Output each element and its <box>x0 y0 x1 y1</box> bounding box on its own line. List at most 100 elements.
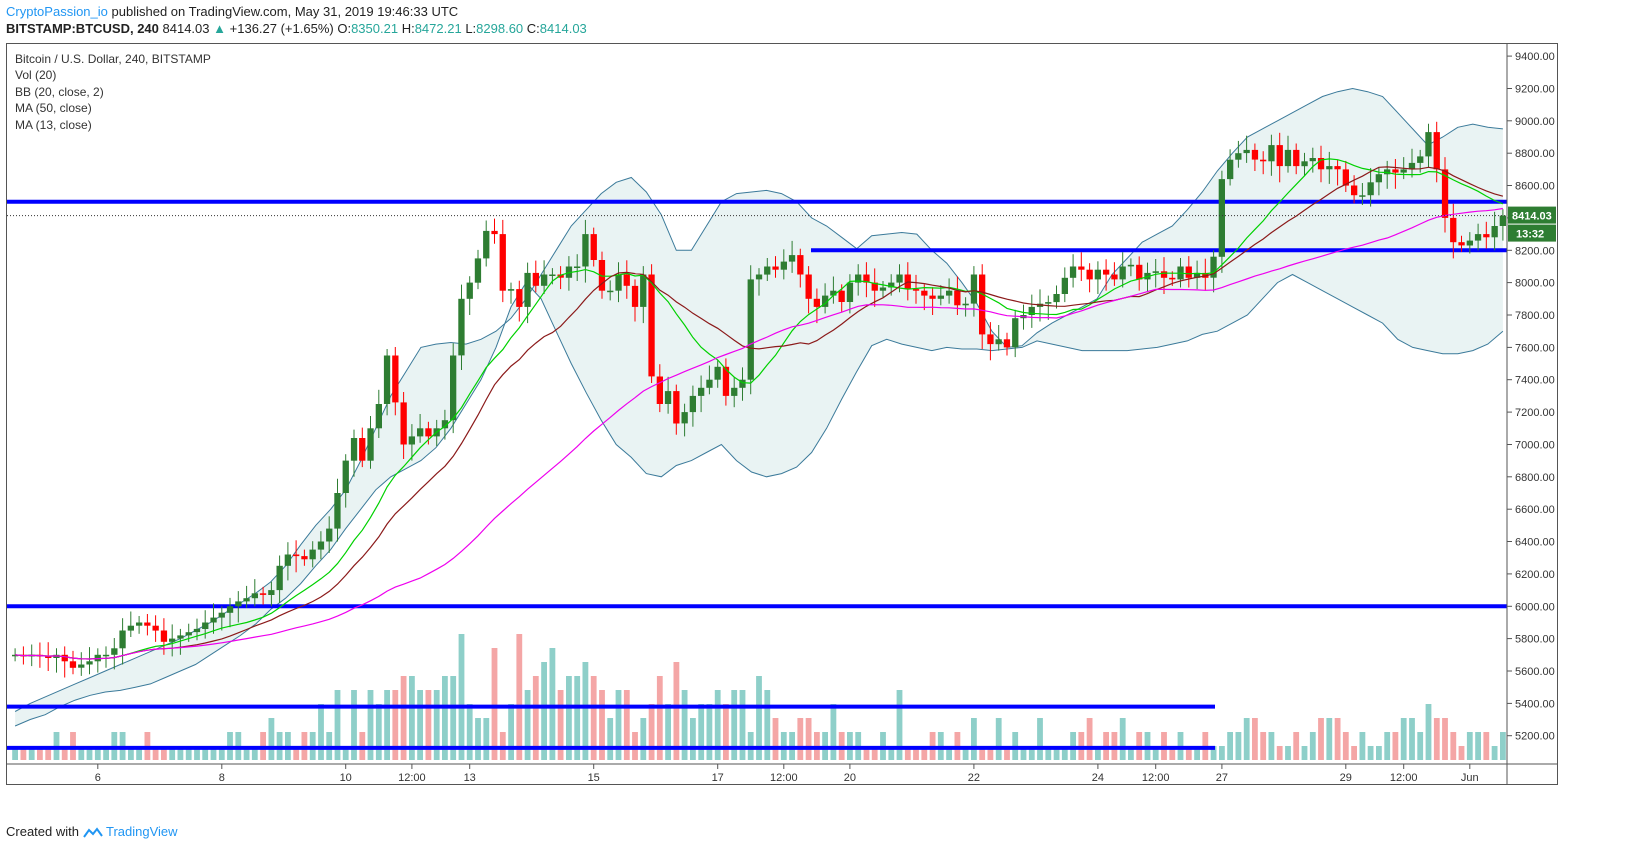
candle-body <box>855 274 862 283</box>
candle-body <box>1227 159 1234 180</box>
volume-bar <box>1268 732 1275 760</box>
author-link[interactable]: CryptoPassion_io <box>6 4 108 19</box>
candle-body <box>954 290 961 306</box>
candle-body <box>1111 274 1118 280</box>
candle-body <box>226 606 234 613</box>
candle-body <box>102 654 110 657</box>
volume-bar <box>995 718 1002 760</box>
candle-body <box>929 295 936 299</box>
candle-body <box>507 289 515 291</box>
chart-area[interactable]: 5200.00 5400.00 5600.00 5800.00 6000.00 6200.… <box>6 43 1558 785</box>
candle-body <box>342 460 349 493</box>
volume-bar <box>417 690 423 760</box>
volume-bar <box>367 690 374 760</box>
volume-bar <box>1086 718 1093 760</box>
volume-bar <box>1243 718 1250 760</box>
candle-body <box>326 528 333 542</box>
candle-body <box>574 266 581 268</box>
volume-bar <box>1359 732 1366 760</box>
volume-bar <box>210 746 217 760</box>
candle-body <box>681 412 688 424</box>
volume-bar <box>673 662 680 760</box>
volume-bar <box>1376 746 1382 760</box>
tradingview-link[interactable]: TradingView <box>106 824 178 839</box>
volume-bar <box>1028 746 1035 760</box>
candle-body <box>317 541 325 550</box>
low-label: L: <box>465 21 477 36</box>
price-tick-label: 6400.00 <box>1515 537 1555 549</box>
candle-body <box>1136 264 1143 280</box>
candle-body <box>144 622 151 626</box>
volume-bar <box>896 690 903 760</box>
candle-body <box>598 260 606 291</box>
candle-body <box>962 303 969 306</box>
candle-body <box>243 598 250 602</box>
candle-body <box>590 234 597 260</box>
candle-body <box>309 549 316 560</box>
candle-body <box>367 428 374 461</box>
volume-bar <box>342 746 349 760</box>
volume-bar <box>1318 718 1324 760</box>
legend-bb: BB (20, close, 2) <box>15 85 104 99</box>
footer: Created with TradingView <box>6 824 178 839</box>
volume-bar <box>161 746 167 760</box>
ma13-line <box>15 158 1504 660</box>
volume-bar <box>615 690 622 760</box>
price-tick-label: 7800.00 <box>1515 310 1555 322</box>
candle-body <box>293 554 300 557</box>
candle-body <box>780 261 787 270</box>
volume-bar <box>152 746 159 760</box>
candle-body <box>731 387 738 396</box>
volume-bar <box>61 746 68 760</box>
price-tick-label: 8200.00 <box>1515 245 1555 257</box>
legend-ma13: MA (13, close) <box>15 118 92 132</box>
candle-body <box>557 274 564 278</box>
volume-bar <box>706 704 713 760</box>
price-tick-label: 7400.00 <box>1515 375 1555 387</box>
candle-body <box>1086 269 1093 280</box>
volume-bar <box>202 746 209 760</box>
volume-bar <box>971 718 977 760</box>
time-tick-label: Jun <box>1461 772 1479 784</box>
candle-body <box>871 282 878 291</box>
volume-bar <box>946 746 952 760</box>
volume-bar <box>656 676 663 760</box>
price-tick-label: 6000.00 <box>1515 601 1555 613</box>
volume-bar <box>177 746 184 760</box>
volume-bar <box>425 690 432 760</box>
candle-body <box>185 632 192 636</box>
volume-bar <box>1417 732 1424 760</box>
candle-body <box>1193 272 1201 278</box>
price-tick-label: 8000.00 <box>1515 278 1555 290</box>
candle-body <box>1293 149 1300 167</box>
candle-body <box>218 612 225 618</box>
candle-body <box>160 630 168 642</box>
volume-bar <box>78 746 85 760</box>
close-label: C: <box>526 21 540 36</box>
volume-bar <box>1285 746 1291 760</box>
price-chart[interactable]: 5200.00 5400.00 5600.00 5800.00 6000.00 6200.… <box>7 44 1557 784</box>
candle-body <box>995 339 1002 345</box>
volume-bar <box>45 746 52 760</box>
volume-bar <box>1309 732 1316 760</box>
candle-body <box>1251 149 1259 160</box>
volume-bar <box>400 676 407 760</box>
candle-body <box>607 290 614 293</box>
candle-body <box>235 601 242 607</box>
candle-body <box>656 376 663 404</box>
volume-bar <box>169 746 176 760</box>
candle-body <box>359 438 366 461</box>
volume-bar <box>690 718 696 760</box>
volume-bar <box>458 634 465 760</box>
price-tick-label: 9200.00 <box>1515 84 1555 96</box>
candle-body <box>788 255 796 262</box>
candle-body <box>805 274 812 299</box>
volume-bar <box>433 690 440 760</box>
volume-bar <box>1061 746 1068 760</box>
volume-bar <box>1409 718 1415 760</box>
volume-bar <box>1219 746 1225 760</box>
candle-body <box>1078 266 1085 270</box>
candle-body <box>549 274 556 276</box>
candle-body <box>1400 169 1407 173</box>
candle-body <box>846 282 854 302</box>
